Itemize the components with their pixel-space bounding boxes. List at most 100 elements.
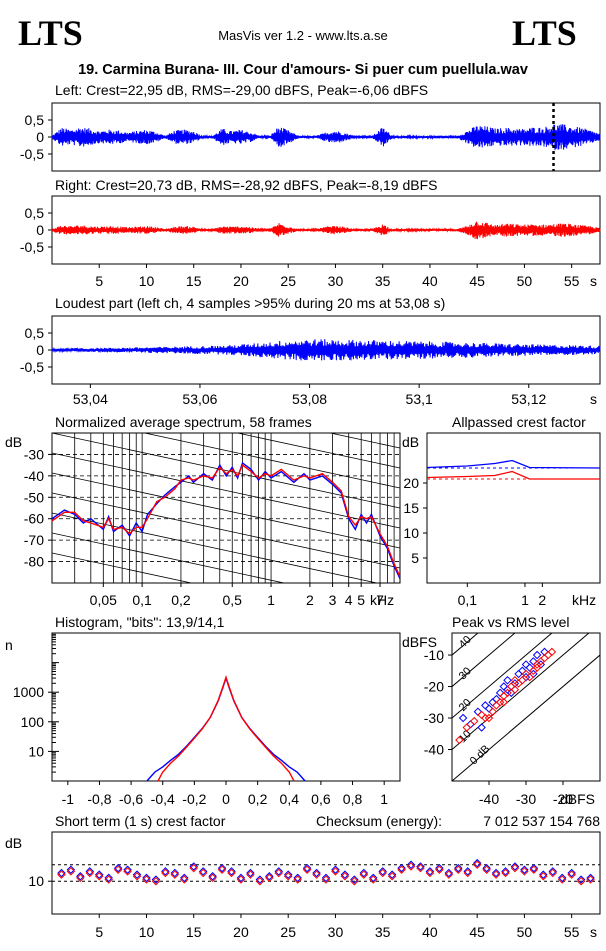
short-term-point-right <box>482 865 491 874</box>
peak-rms-point-right <box>469 716 479 726</box>
histogram-title: Histogram, "bits": 13,9/14,1 <box>55 614 225 630</box>
short-term-xtick-label: 45 <box>469 924 485 940</box>
short-term-point-right <box>350 876 359 886</box>
spectrum-ytick-label: -70 <box>24 532 44 548</box>
peak-rms-point-right <box>499 698 509 707</box>
time-axis-label: 15 <box>186 273 202 289</box>
spectrum-slope-line <box>142 433 400 489</box>
short-term-point-right <box>520 867 529 876</box>
spectrum-ytick-label: -40 <box>24 468 44 484</box>
short-term-point-left <box>293 873 302 883</box>
short-term-point-right <box>576 876 586 886</box>
short-term-point-left <box>208 872 217 881</box>
short-term-point-left <box>66 865 76 874</box>
short-term-point-right <box>312 870 321 879</box>
short-term-point-left <box>454 863 463 873</box>
short-term-xtick-label: 10 <box>139 924 155 940</box>
peak-rms-diagonal <box>452 654 600 781</box>
short-term-frame <box>51 831 601 915</box>
histogram-xtick-label: 0,6 <box>311 791 331 807</box>
short-term-point-right <box>416 863 425 873</box>
loudest-axis-label: 53,06 <box>182 391 217 407</box>
peak-rms-ytick-label: -20 <box>424 679 444 695</box>
short-term-point-right <box>510 863 520 873</box>
short-term-point-left <box>255 875 265 884</box>
peak-rms-point-right <box>462 723 472 732</box>
histogram-xtick-label: 1 <box>380 791 388 807</box>
left-waveform-title: Left: Crest=22,95 dB, RMS=-29,00 dBFS, P… <box>55 82 428 98</box>
short-term-point-right <box>454 865 463 874</box>
short-term-point-right <box>548 868 558 878</box>
short-term-point-left <box>85 867 95 876</box>
peak-rms-point-left <box>477 723 486 732</box>
peak-rms-xlabel: dBFS <box>560 791 595 807</box>
histogram-xtick-label: -0,4 <box>151 791 175 807</box>
spectrum-ytick-label: -80 <box>24 554 44 570</box>
short-term-point-right <box>387 872 397 881</box>
spectrum-slope-line <box>328 433 400 449</box>
histogram-xtick-label: -0,6 <box>119 791 143 807</box>
loudest-axis-unit: s <box>590 391 597 407</box>
spectrum-ytick-label: -50 <box>24 489 44 505</box>
spectrum-ytick-label: -60 <box>24 511 44 527</box>
allpassed-series-left <box>426 459 601 469</box>
short-term-point-right <box>180 875 189 884</box>
spectrum-xtick-label: 0,05 <box>90 592 117 608</box>
right-waveform-title: Right: Crest=20,73 dB, RMS=-28,92 dBFS, … <box>55 177 437 193</box>
short-term-xtick-label: 40 <box>422 924 438 940</box>
logo-left: LTS <box>18 13 83 53</box>
short-term-point-right <box>132 872 142 881</box>
logo-right: LTS <box>512 13 577 53</box>
short-term-point-right <box>331 867 340 876</box>
short-term-point-left <box>463 867 472 876</box>
short-term-point-right <box>567 870 576 879</box>
short-term-xtick-label: 5 <box>95 924 103 940</box>
histogram-ylabel: n <box>5 637 13 653</box>
histogram-xtick-label: 0 <box>222 791 230 807</box>
time-axis-label: 45 <box>469 273 485 289</box>
spectrum-title: Normalized average spectrum, 58 frames <box>55 414 312 430</box>
short-term-point-left <box>340 870 350 879</box>
short-term-point-right <box>435 865 444 874</box>
spectrum-slope-line <box>52 532 286 583</box>
loudest-part-ytick-label: 0,5 <box>25 325 45 341</box>
short-term-point-left <box>387 870 397 879</box>
short-term-point-left <box>198 867 208 876</box>
short-term-point-left <box>510 862 520 871</box>
short-term-point-right <box>189 863 198 873</box>
time-axis-label: 55 <box>564 273 580 289</box>
peak-rms-point-right <box>455 735 464 745</box>
allpassed-ylabel: dB <box>402 434 419 450</box>
short-term-point-left <box>132 870 142 879</box>
short-term-xtick-label: 30 <box>328 924 344 940</box>
peak-rms-point-right <box>510 685 520 694</box>
peak-rms-point-right <box>503 688 512 698</box>
allpassed-title: Allpassed crest factor <box>452 414 586 430</box>
allpassed-ytick-label: 10 <box>403 525 419 541</box>
peak-rms-diagonal <box>452 633 590 751</box>
short-term-point-right <box>340 872 350 881</box>
peak-rms-point-right <box>488 707 497 716</box>
time-axis-label: 10 <box>139 273 155 289</box>
short-term-point-left <box>397 863 406 873</box>
left-waveform-ytick-label: -0,5 <box>20 146 44 162</box>
spectrum-xunit: kHz <box>370 592 394 608</box>
short-term-point-right <box>161 868 170 878</box>
short-term-point-right <box>66 867 76 876</box>
short-term-point-right <box>217 865 227 874</box>
short-term-point-right <box>255 876 265 886</box>
loudest-axis-label: 53,08 <box>292 391 327 407</box>
spectrum-slope-line <box>235 433 400 469</box>
short-term-point-left <box>331 865 340 874</box>
short-term-point-right <box>76 873 85 883</box>
spectrum-xtick-label: 2 <box>306 592 314 608</box>
left-waveform-ytick-label: 0 <box>36 129 44 145</box>
short-term-point-left <box>501 867 510 876</box>
time-axis-label: 5 <box>95 273 103 289</box>
spectrum-slope-line <box>52 472 400 549</box>
short-term-point-right <box>113 865 123 874</box>
peak-rms-ylabel: dBFS <box>402 634 437 650</box>
checksum-label: Checksum (energy): <box>316 813 442 829</box>
time-axis-label: 25 <box>280 273 296 289</box>
